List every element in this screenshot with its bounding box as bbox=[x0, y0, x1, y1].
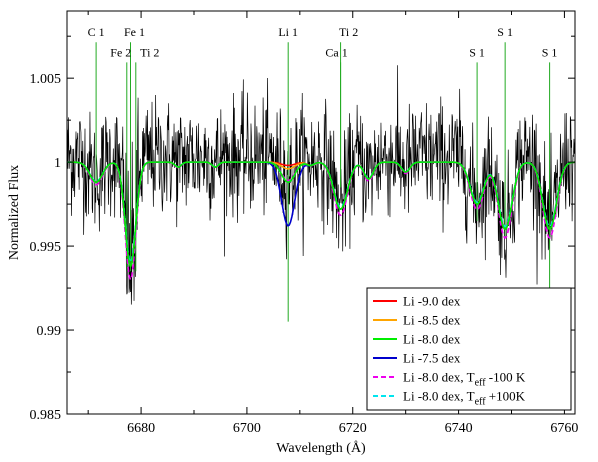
legend-label-name: Li -8.0 dex bbox=[403, 332, 461, 347]
legend-label-0: Li -9.0 dex bbox=[403, 294, 461, 309]
model-spectra bbox=[67, 161, 575, 283]
legend-label-name: Li -8.5 dex bbox=[403, 313, 461, 328]
y-tick-label: 0.985 bbox=[30, 408, 62, 423]
line-marker-label-0: C 1 bbox=[88, 25, 105, 39]
line-marker-label-3: Ti 2 bbox=[140, 45, 159, 59]
line-marker-label-8: S 1 bbox=[497, 25, 513, 39]
legend-label-3: Li -7.5 dex bbox=[403, 351, 461, 366]
line-marker-label-4: Li 1 bbox=[278, 25, 298, 39]
x-tick-label: 6700 bbox=[233, 421, 261, 436]
legend-label-4: Li -8.0 dex, Teff -100 K bbox=[403, 370, 526, 389]
y-tick-label: 0.995 bbox=[30, 240, 62, 255]
y-tick-label: 1 bbox=[54, 156, 61, 171]
y-axis-title: Normalized Flux bbox=[7, 165, 22, 260]
legend-label-sub: eff bbox=[475, 378, 487, 389]
legend-label-name: Li -7.5 dex bbox=[403, 351, 461, 366]
legend-label-suffix: +100K bbox=[486, 389, 526, 404]
plot-frame bbox=[66, 10, 576, 415]
x-axis-title: Wavelength (Å) bbox=[276, 440, 366, 456]
y-tick-label: 1.005 bbox=[30, 72, 62, 87]
line-marker-label-7: S 1 bbox=[469, 45, 485, 59]
line-marker-label-5: Ti 2 bbox=[339, 25, 358, 39]
x-tick-label: 6720 bbox=[339, 421, 367, 436]
line-marker-label-2: Fe 1 bbox=[124, 25, 145, 39]
legend-label-2: Li -8.0 dex bbox=[403, 332, 461, 347]
model-line-2 bbox=[67, 161, 575, 269]
x-tick-label: 6680 bbox=[127, 421, 155, 436]
legend-label-suffix: -100 K bbox=[486, 370, 526, 385]
line-marker-label-1: Fe 2 bbox=[110, 45, 131, 59]
legend-label-sub: eff bbox=[475, 397, 487, 408]
x-tick-label: 6740 bbox=[445, 421, 473, 436]
legend-label-1: Li -8.5 dex bbox=[403, 313, 461, 328]
x-tick-label: 6760 bbox=[550, 421, 578, 436]
legend-box bbox=[366, 287, 572, 411]
line-marker-labels: C 1 Fe 2 Fe 1 Ti 2 Li 1 Ti 2 Ca 1 S 1 S 1 S 1 bbox=[88, 25, 558, 59]
legend-label-5: Li -8.0 dex, Teff +100K bbox=[403, 389, 526, 408]
line-marker-label-6: Ca 1 bbox=[325, 45, 347, 59]
line-marker-label-9: S 1 bbox=[542, 45, 558, 59]
observed-flux-line bbox=[67, 65, 575, 305]
axes: 6680 6700 6720 6740 6760 0.985 0.99 0.995 1 1.005… bbox=[7, 10, 578, 456]
y-tick-label: 0.99 bbox=[37, 324, 62, 339]
legend-label-name: Li -8.0 dex, T bbox=[403, 389, 475, 404]
legend-label-name: Li -8.0 dex, T bbox=[403, 370, 475, 385]
legend: Li -9.0 dex Li -8.5 dex Li -8.0 dex Li -7.5… bbox=[366, 287, 572, 411]
observed-spectrum bbox=[67, 65, 575, 305]
plot-area bbox=[67, 42, 575, 406]
legend-label-name: Li -9.0 dex bbox=[403, 294, 461, 309]
